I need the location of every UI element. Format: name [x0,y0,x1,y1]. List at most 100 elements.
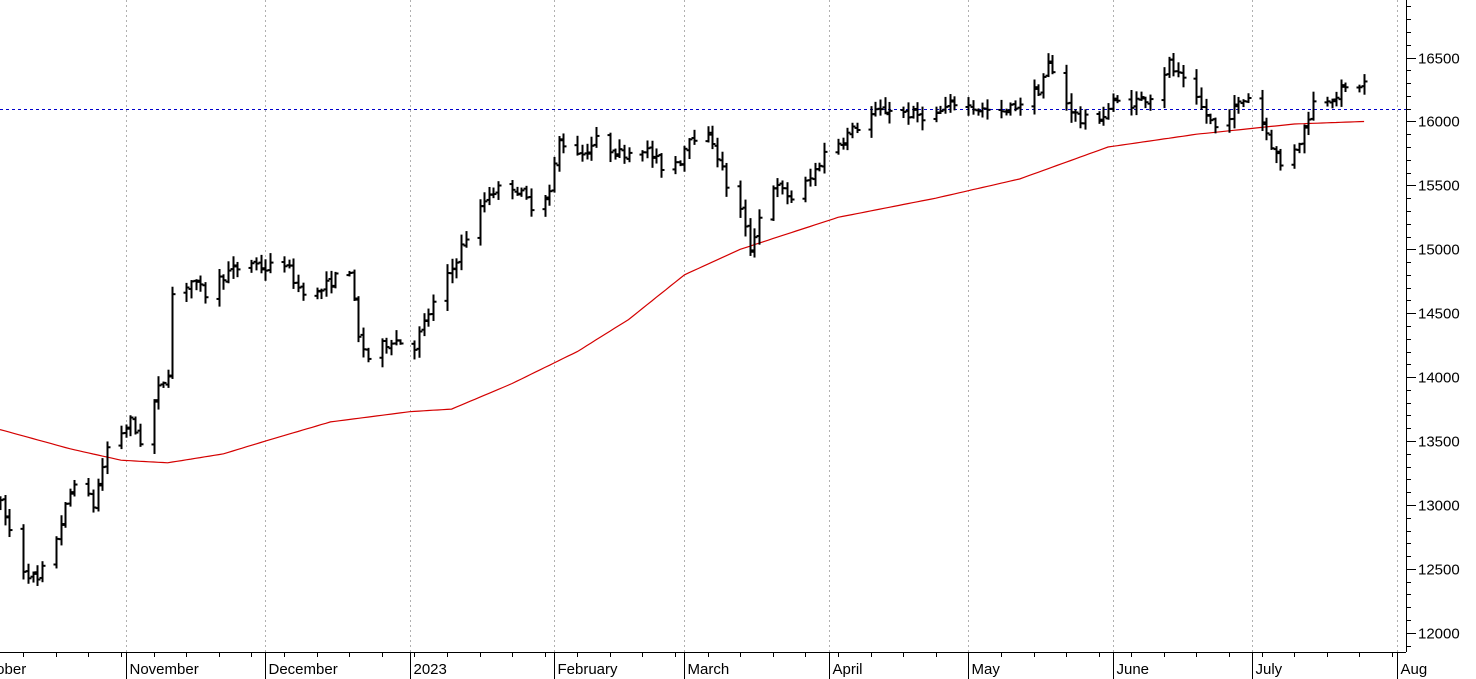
price-bar [411,340,418,360]
price-bar [528,188,535,217]
price-bar [626,147,633,163]
y-tick-label: 12000 [1418,626,1460,643]
price-bar [560,133,567,154]
x-month-label: 2023 [414,661,447,678]
price-bar [965,97,972,116]
price-bar [835,138,842,155]
price-bar [458,234,465,271]
price-bar [542,194,549,217]
price-bar [234,261,241,278]
price-bar [1017,97,1024,116]
price-bar [579,144,586,162]
price-bar [397,339,404,345]
price-bar [937,105,944,114]
price-bar [584,143,591,160]
price-bar [481,192,488,213]
y-tick-label: 14500 [1418,306,1460,323]
price-bar [169,286,176,379]
x-month-label: May [972,661,1001,678]
price-bar [788,190,795,203]
price-bar [1235,96,1242,114]
price-bar [1277,148,1284,171]
price-bar [220,274,227,290]
price-bar [1333,91,1340,107]
price-bar [681,145,688,172]
price-bar [127,415,134,437]
price-bar [951,96,958,111]
price-bar [984,99,991,120]
x-month-label: April [833,661,863,678]
x-month-label: March [688,661,730,678]
price-bar [123,424,130,438]
price-bar [747,218,754,256]
price-bar [616,139,623,159]
x-month-label: Aug [1401,661,1428,678]
price-bar [1231,95,1238,129]
price-bar [1263,117,1270,141]
price-bar [323,271,330,297]
price-bar [709,125,716,150]
price-bar [1212,117,1219,134]
price-bar [25,563,32,584]
price-bar [1342,82,1349,93]
price-bar [1138,91,1145,101]
price-bar [225,261,232,284]
price-bar [1035,84,1042,97]
x-month-label: February [558,661,619,678]
price-bar [1096,111,1103,124]
price-bar [737,180,744,218]
price-bar [248,259,255,273]
price-bar [1361,74,1368,95]
price-bar [723,162,730,197]
price-bar [193,279,200,291]
price-bar [1310,91,1317,121]
price-bar [686,138,693,160]
price-bar [551,156,558,193]
price-bar [607,132,614,163]
price-bar [95,478,102,512]
price-bar [756,209,763,245]
price-bar [1338,79,1345,107]
price-bar [1040,73,1047,99]
price-bar [854,122,861,134]
price-bar [844,127,851,151]
price-bar [383,337,390,354]
price-bar [6,509,13,538]
price-bar [705,126,712,143]
price-bar [1142,96,1149,109]
vertical-gridlines [126,0,1398,652]
x-month-label: December [269,661,338,678]
x-month-label: November [130,661,199,678]
price-bar [919,106,926,131]
price-bar [1114,95,1121,104]
y-tick-label: 14000 [1418,370,1460,387]
price-bar [230,256,237,279]
y-tick-label: 15000 [1418,242,1460,259]
price-bar [509,180,516,200]
price-bar [1100,106,1107,126]
price-bar [1082,109,1089,130]
price-bar [39,561,46,583]
price-bar [281,256,288,273]
price-bar [1072,109,1079,122]
price-bar [821,142,828,174]
x-month-label: July [1256,661,1283,678]
price-bar [495,181,502,200]
y-tick-label: 15500 [1418,178,1460,195]
price-bar [1301,124,1308,154]
price-bar [318,288,325,300]
price-bar [351,269,358,301]
price-bar [463,231,470,248]
price-bar [1031,79,1038,115]
price-bar [877,99,884,116]
price-bar [593,126,600,148]
price-bar [202,282,209,304]
price-bar [332,271,339,289]
price-bar [612,148,619,160]
price-bar [355,296,362,343]
price-bar [774,178,781,198]
moving-average-line [0,120,1365,464]
price-bar [267,253,274,274]
price-bar [840,137,847,150]
